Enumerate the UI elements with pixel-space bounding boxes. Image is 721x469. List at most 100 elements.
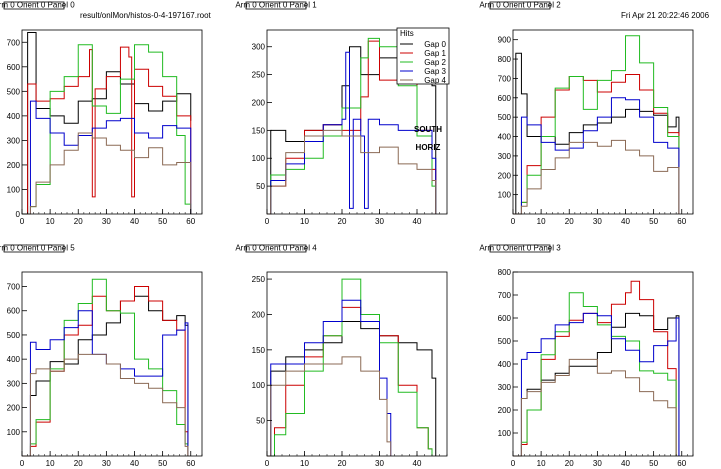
y-tick-label: 250 [252,275,266,284]
y-tick-label: 200 [498,406,512,415]
plot-frame [21,29,203,215]
x-tick-label: 0 [265,459,270,468]
series-line-gap1 [513,280,677,457]
y-tick-label: 800 [498,268,512,277]
y-tick-label: 100 [498,429,512,438]
x-tick-label: 10 [300,217,309,226]
x-tick-label: 10 [46,217,55,226]
y-tick-label: 600 [7,307,21,316]
x-tick-label: 40 [621,217,630,226]
panel-title: Arm 0 Orient 0 Panel 2 [479,1,561,10]
y-tick-label: 400 [7,112,21,121]
y-tick-label: 300 [7,136,21,145]
y-tick-label: 50 [256,182,265,191]
histogram-panel-1: Arm 0 Orient 0 Panel 1 0 10 20 30 40 50 100 150 2… [235,1,450,226]
y-tick-label: 500 [498,337,512,346]
series-line-gap2 [22,278,189,457]
series-line-gap0 [267,321,437,457]
x-tick-label: 50 [649,459,658,468]
x-tick-label: 0 [511,459,516,468]
y-tick-label: 300 [7,379,21,388]
y-tick-label: 250 [252,71,266,80]
series-line-gap4 [22,353,189,457]
x-tick-label: 20 [338,459,347,468]
y-tick-label: 800 [498,55,512,64]
x-tick-label: 50 [649,217,658,226]
series-line-gap1 [267,306,433,457]
y-tick-label: 900 [498,36,512,45]
file-path-label: result/onlMon/histos-0-4-197167.root [80,11,211,20]
y-tick-label: 200 [252,98,266,107]
y-tick-label: 200 [7,161,21,170]
y-tick-label: 400 [498,133,512,142]
x-tick-label: 20 [74,217,83,226]
x-tick-label: 0 [265,217,270,226]
series-line-gap2 [513,292,677,457]
y-tick-label: 100 [498,191,512,200]
series-line-gap4 [267,129,437,215]
series-line-gap2 [22,44,192,215]
y-tick-label: 700 [7,283,21,292]
y-tick-label: 100 [252,381,266,390]
series-line-gap4 [513,358,677,457]
histogram-panel-0: Arm 0 Orient 0 Panel 00 10 20 30 40 50 6001002… [0,1,203,226]
y-tick-label: 400 [498,360,512,369]
x-tick-label: 0 [20,217,25,226]
y-tick-label: 700 [498,74,512,83]
series-line-gap4 [22,132,192,215]
timestamp-label: Fri Apr 21 20:22:46 2006 [621,11,710,20]
series-line-gap3 [513,97,680,215]
series-line-gap0 [22,295,189,457]
x-tick-label: 20 [565,217,574,226]
panel-title: Arm 0 Orient 0 Panel 0 [0,1,75,10]
plot-frame [512,271,694,457]
y-tick-label: 400 [7,355,21,364]
legend-entry: Gap 3 [424,67,446,76]
legend-box [396,27,450,85]
x-tick-label: 10 [537,459,546,468]
histogram-panel-3: Arm 0 Orient 0 Panel 5 0 10 20 30 40 50 60 100 20… [0,244,203,468]
histogram-panel-4: Arm 0 Orient 0 Panel 4 0 10 20 30 40 50 100 150 2… [235,244,448,468]
panel-title-box [245,244,307,253]
panel-title-box [489,244,551,253]
x-tick-label: 10 [537,217,546,226]
x-tick-label: 20 [565,459,574,468]
legend-title: Hits [400,29,414,38]
series-line-gap0 [22,31,192,215]
plot-frame [512,29,694,215]
series-line-gap3 [22,100,192,215]
legend-entry: Gap 1 [424,49,446,58]
y-tick-label: 500 [498,113,512,122]
panel-title: Arm 0 Orient 0 Panel 1 [235,1,317,10]
panel-title-box [3,1,65,10]
series-line-gap4 [513,139,680,215]
series-line-gap2 [267,278,433,457]
panel-title: Arm 0 Orient 0 Panel 3 [479,244,561,253]
x-tick-label: 0 [20,459,25,468]
x-tick-label: 40 [130,459,139,468]
y-tick-label: 150 [252,126,266,135]
x-tick-label: 30 [593,217,602,226]
x-tick-label: 60 [186,459,195,468]
legend-entry: Gap 2 [424,58,446,67]
panel-title: Arm 0 Orient 0 Panel 5 [0,244,75,253]
y-tick-label: 300 [498,152,512,161]
annotation-south: SOUTH [414,125,442,134]
series-line-gap3 [267,51,437,215]
y-tick-label: 150 [252,346,266,355]
y-tick-label: 600 [498,94,512,103]
x-tick-label: 60 [677,217,686,226]
x-tick-label: 30 [102,217,111,226]
x-tick-label: 50 [158,217,167,226]
y-tick-label: 500 [7,331,21,340]
y-tick-label: 300 [498,383,512,392]
y-tick-label: 700 [498,291,512,300]
panel-title: Arm 0 Orient 0 Panel 4 [235,244,317,253]
y-tick-label: 500 [7,87,21,96]
x-tick-label: 30 [593,459,602,468]
panel-title-box [245,1,307,10]
legend-entry: Gap 0 [424,40,446,49]
x-tick-label: 10 [300,459,309,468]
y-tick-label: 600 [7,63,21,72]
